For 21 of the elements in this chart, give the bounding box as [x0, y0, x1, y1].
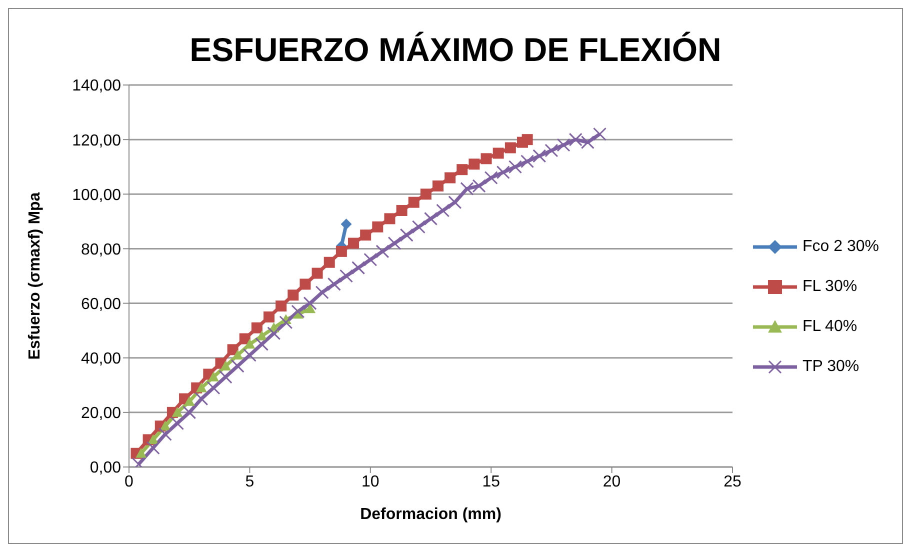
legend-label: TP 30% — [802, 358, 860, 376]
y-tick-label: 0,00 — [90, 460, 122, 477]
x-tick-label: 0 — [124, 473, 134, 490]
x-tick-label: 15 — [482, 473, 500, 490]
y-tick-label: 20,00 — [80, 405, 122, 422]
y-tick-label: 120,00 — [72, 132, 122, 150]
x-tick-label: 20 — [602, 473, 621, 490]
y-axis-title: Esfuerzo (σmaxf) Mpa — [26, 192, 44, 360]
y-tick-label: 140,00 — [72, 78, 122, 95]
y-tick-label: 80,00 — [80, 241, 122, 258]
legend-label: FL 40% — [802, 318, 858, 336]
y-tick-label: 40,00 — [80, 350, 122, 368]
x-tick-label: 10 — [362, 473, 380, 490]
x-axis-title: Deformacion (mm) — [360, 506, 502, 523]
y-tick-label: 60,00 — [80, 296, 122, 313]
y-tick-label: 100,00 — [72, 186, 122, 204]
legend-label: FL 30% — [802, 278, 858, 296]
legend-label: Fco 2 30% — [802, 238, 879, 256]
x-tick-label: 25 — [724, 473, 742, 490]
x-tick-label: 5 — [245, 473, 254, 490]
chart-title: ESFUERZO MÁXIMO DE FLEXIÓN — [188, 31, 722, 70]
